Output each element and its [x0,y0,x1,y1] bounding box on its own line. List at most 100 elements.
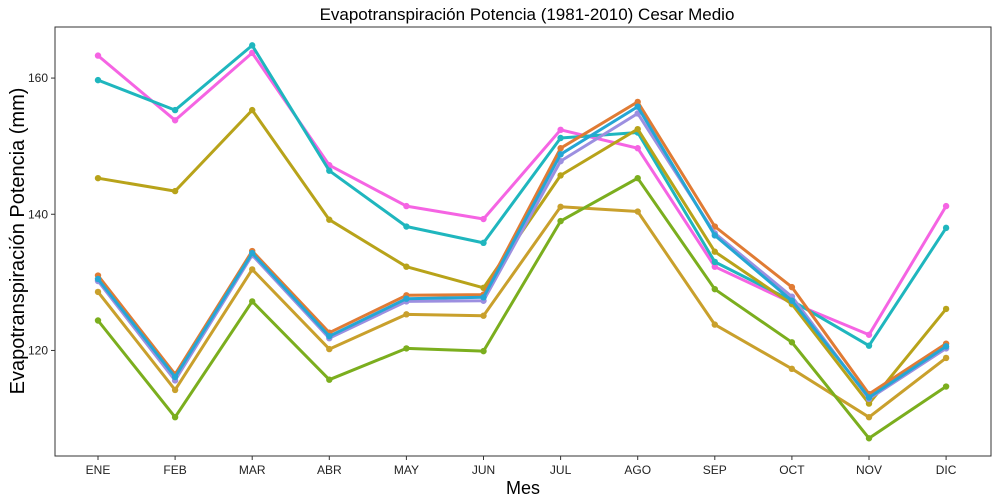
data-point [788,283,796,291]
series-2 [94,106,950,407]
data-point [249,266,256,273]
data-point [557,126,564,134]
data-point [249,42,256,49]
series-layer [94,42,950,442]
x-axis: ENE FEB MAR ABR MAY JUN JUL AGO SEP OCT NOV DIC [86,456,957,477]
data-point [711,248,718,255]
x-tick-label: SEP [703,463,727,477]
data-point [634,98,641,106]
series-4 [94,110,950,402]
x-tick-label: JUL [550,463,572,477]
data-point [788,365,796,373]
series-6 [94,203,950,421]
data-point [634,208,641,215]
x-tick-label: MAY [394,463,419,477]
data-point [94,275,102,283]
x-tick-label: DIC [936,463,957,477]
series-line [96,176,947,440]
data-point [403,202,410,210]
data-point [557,172,564,179]
data-point [480,215,487,223]
data-point [171,106,179,114]
data-point [403,311,410,318]
data-point [480,239,487,247]
data-point [711,321,718,328]
data-point [326,345,333,353]
data-point [942,224,950,232]
data-point [788,339,796,346]
chart-title: Evapotranspiración Potencia (1981-2010) … [320,5,735,24]
x-tick-label: ENE [86,463,111,477]
data-point [403,223,410,230]
data-point [711,232,718,239]
series-line [96,205,948,419]
data-point [711,285,718,293]
series-line [96,100,947,396]
data-point [94,76,102,84]
data-point [171,187,179,195]
data-point [171,413,179,421]
data-point [171,117,179,124]
data-point [326,332,333,340]
series-0 [94,49,950,338]
data-point [249,298,256,305]
data-point [94,288,102,296]
series-line [97,108,948,406]
data-point [865,394,873,401]
data-point [480,312,487,319]
data-point [865,413,873,421]
data-point [634,103,641,110]
data-point [865,342,873,349]
y-axis: 120 140 160 [28,71,55,357]
series-line [97,43,948,348]
data-point [171,386,179,394]
x-tick-label: ABR [317,463,342,477]
data-point [94,317,102,324]
series-3 [94,98,950,398]
data-point [403,295,410,302]
data-point [94,52,102,59]
data-point [326,216,333,223]
data-point [557,203,564,210]
x-axis-label: Mes [506,478,540,498]
x-tick-label: OCT [779,463,805,477]
data-point [249,49,256,57]
data-point [94,174,102,182]
data-point [557,151,564,158]
data-point [634,174,641,182]
data-point [942,305,950,313]
data-point [557,217,564,225]
data-point [634,145,641,152]
data-point [171,373,179,381]
data-point [403,263,410,270]
y-tick-label: 120 [28,343,48,357]
data-point [326,167,333,174]
data-point [249,249,256,257]
data-point [942,354,950,362]
data-point [865,400,873,407]
data-point [711,258,718,266]
data-point [403,345,410,352]
y-axis-label: Evapotranspiración Potencia (mm) [7,88,29,395]
y-tick-label: 160 [28,71,48,85]
data-point [865,331,873,338]
data-point [865,435,873,442]
plot-panel [54,26,992,457]
series-line [96,105,947,399]
data-point [249,106,256,114]
y-tick-label: 140 [28,207,48,221]
data-point [480,294,487,301]
x-tick-label: MAR [239,463,266,477]
data-point [557,134,564,142]
data-point [788,297,796,304]
data-point [942,383,950,390]
data-point [942,343,950,350]
x-tick-label: FEB [163,463,186,477]
series-5 [94,103,950,401]
series-line [96,112,947,401]
x-tick-label: JUN [472,463,495,477]
data-point [326,376,333,383]
series-7 [94,174,950,442]
data-point [634,125,641,133]
